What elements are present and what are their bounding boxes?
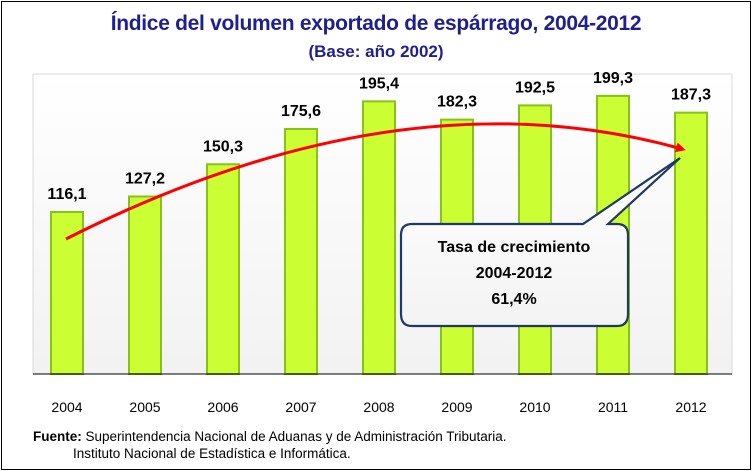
x-tick-label-2010: 2010: [519, 399, 550, 415]
callout-text: Tasa de crecimiento 2004-2012 61,4%: [404, 235, 624, 313]
source-line-1: Superintendencia Nacional de Aduanas y d…: [85, 429, 507, 444]
value-label-2010: 192,5: [515, 79, 555, 96]
x-tick-label-2007: 2007: [285, 399, 316, 415]
value-label-2009: 182,3: [437, 94, 477, 111]
chart-title: Índice del volumen exportado de espárrag…: [110, 12, 642, 35]
source-line-2: Instituto Nacional de Estadística e Info…: [73, 446, 351, 461]
value-label-2011: 199,3: [593, 70, 633, 87]
callout-shape: [399, 157, 681, 328]
x-tick-label-2004: 2004: [51, 399, 82, 415]
x-tick-label-2012: 2012: [675, 399, 706, 415]
value-label-2007: 175,6: [281, 103, 321, 120]
chart-subtitle: (Base: año 2002): [308, 42, 444, 61]
value-label-2006: 150,3: [203, 138, 243, 155]
callout-line-2: 2004-2012: [475, 265, 553, 282]
x-tick-label-2009: 2009: [441, 399, 472, 415]
x-tick-label-2008: 2008: [363, 399, 394, 415]
source-label: Fuente:: [33, 429, 82, 444]
callout-box: [399, 157, 681, 328]
bar-2008: [362, 100, 396, 375]
bar-2004: [50, 211, 84, 375]
x-tick-label-2006: 2006: [207, 399, 238, 415]
x-tick-label-2005: 2005: [129, 399, 160, 415]
trend-arrow: [65, 122, 686, 241]
callout-line-3: 61,4%: [491, 291, 537, 308]
x-tick-label-2011: 2011: [598, 399, 628, 415]
value-labels-layer: 116,1 127,2 150,3 175,6 195,4 182,3 192,5 199,3…: [47, 70, 711, 203]
value-label-2008: 195,4: [359, 75, 399, 92]
bar-2006: [206, 163, 240, 375]
value-label-2004: 116,1: [47, 186, 86, 203]
value-label-2012: 187,3: [671, 87, 711, 104]
tick-labels-layer: 2004 2005 2006 2007 2008 2009 2010 2011 2012: [51, 399, 706, 415]
source-note: Fuente: Superintendencia Nacional de Adu…: [33, 428, 507, 462]
bar-2005: [128, 195, 162, 375]
bar-2007: [284, 127, 318, 375]
value-label-2005: 127,2: [125, 171, 165, 188]
bar-2012: [674, 111, 708, 376]
callout-line-1: Tasa de crecimiento: [437, 239, 591, 256]
